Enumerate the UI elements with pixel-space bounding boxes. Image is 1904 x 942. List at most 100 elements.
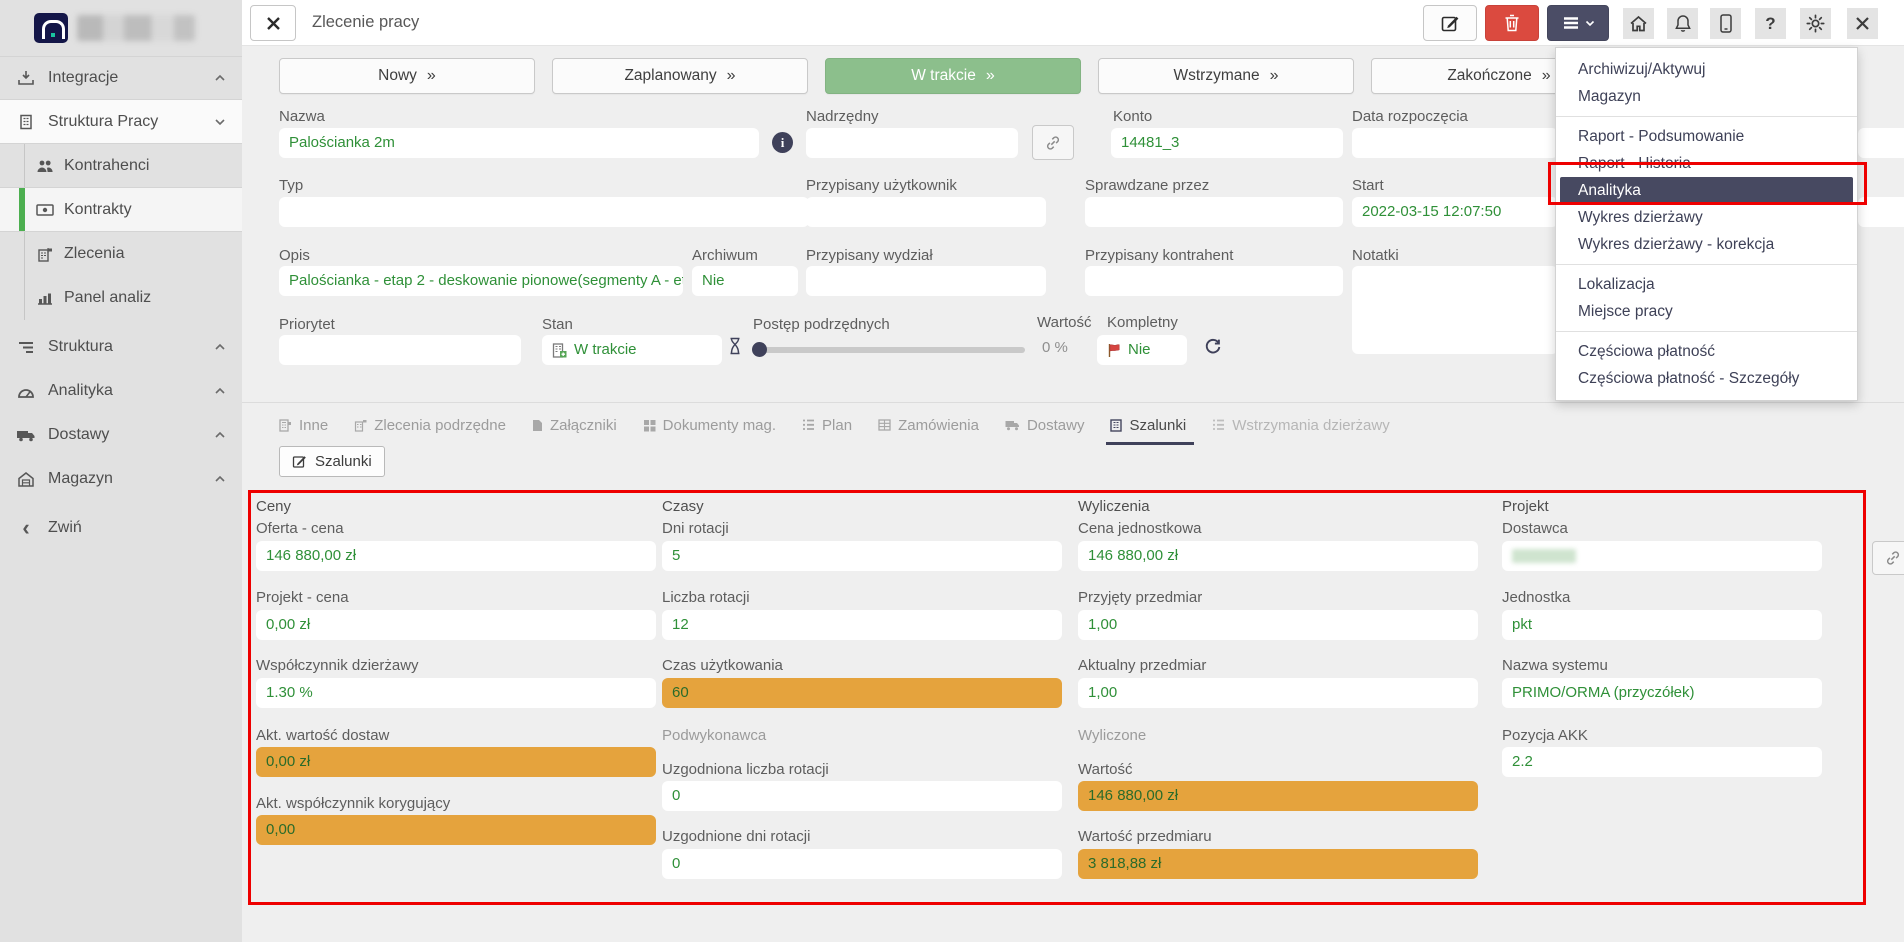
field-przyjety-przedmiar[interactable]: 1,00 [1078, 610, 1478, 640]
link-supplier-button[interactable] [1872, 541, 1904, 575]
field-uzgodnione-dni-rotacji[interactable]: 0 [662, 849, 1062, 879]
menu-item-miejsce-pracy[interactable]: Miejsce pracy [1578, 303, 1673, 320]
field-liczba-rotacji[interactable]: 12 [662, 610, 1062, 640]
field-label-aktualny-przedmiar: Aktualny przedmiar [1078, 657, 1207, 674]
sidebar-item-struktura-pracy[interactable]: Struktura Pracy [0, 100, 242, 144]
field-label-nadrzedny: Nadrzędny [806, 108, 879, 125]
field-start[interactable]: 2022-03-15 12:07:50 [1352, 197, 1558, 227]
szalunki-edit-button[interactable]: Szalunki [279, 446, 385, 477]
field-konto[interactable]: 14481_3 [1111, 128, 1343, 158]
close-record-button[interactable] [250, 5, 296, 41]
field-aktualny-przedmiar[interactable]: 1,00 [1078, 678, 1478, 708]
panels-icon [1110, 418, 1123, 432]
sidebar-item-analityka[interactable]: Analityka [0, 369, 242, 413]
menu-item-czesciowa-platnosc-szczegoly[interactable]: Częściowa płatność - Szczegóły [1578, 370, 1800, 387]
list-icon [802, 419, 815, 431]
hamburger-icon [1562, 16, 1580, 30]
tab-zalaczniki[interactable]: Załączniki [532, 412, 617, 438]
tab-label: Wstrzymania dzierżawy [1232, 416, 1390, 434]
field-label-notatki: Notatki [1352, 247, 1399, 264]
field-kompletny[interactable]: Nie [1097, 335, 1187, 365]
menu-item-wykres-dzierzawy[interactable]: Wykres dzierżawy [1578, 209, 1703, 226]
field-akt-wspolczynnik-korygujacy[interactable]: 0,00 [256, 815, 656, 845]
mobile-button[interactable] [1710, 8, 1741, 39]
field-nazwa-systemu[interactable]: PRIMO/ORMA (przyczółek) [1502, 678, 1822, 708]
menu-item-raport-podsumowanie[interactable]: Raport - Podsumowanie [1578, 128, 1745, 145]
close-app-button[interactable] [1847, 8, 1878, 39]
menu-item-czesciowa-platnosc[interactable]: Częściowa płatność [1578, 343, 1715, 360]
sidebar-item-kontrakty[interactable]: Kontrakty [0, 188, 242, 232]
info-icon[interactable]: i [772, 132, 793, 153]
building-status-icon [552, 342, 567, 358]
field-notatki[interactable] [1352, 266, 1558, 354]
field-dni-rotacji[interactable]: 5 [662, 541, 1062, 571]
field-pozycja-akk[interactable]: 2.2 [1502, 747, 1822, 777]
field-nadrzedny[interactable] [806, 128, 1018, 158]
delete-button[interactable] [1485, 5, 1539, 41]
status-button-wstrzymane[interactable]: Wstrzymane » [1098, 58, 1354, 94]
status-button-nowy[interactable]: Nowy » [279, 58, 535, 94]
field-cena-jednostkowa[interactable]: 146 880,00 zł [1078, 541, 1478, 571]
tab-szalunki[interactable]: Szalunki [1106, 412, 1194, 445]
field-jednostka[interactable]: pkt [1502, 610, 1822, 640]
home-button[interactable] [1623, 8, 1654, 39]
sidebar-item-kontrahenci[interactable]: Kontrahenci [0, 144, 242, 188]
field-przypisany-kontrahent[interactable] [1085, 266, 1343, 296]
sidebar-item-panel-analiz[interactable]: Panel analiz [0, 276, 242, 320]
field-uzgodniona-liczba-rotacji[interactable]: 0 [662, 781, 1062, 811]
field-wartosc-panel[interactable]: 146 880,00 zł [1078, 781, 1478, 811]
field-label-opis: Opis [279, 247, 310, 264]
help-button[interactable]: ? [1755, 8, 1786, 39]
field-stan[interactable]: W trakcie [542, 335, 722, 365]
tab-plan[interactable]: Plan [802, 412, 852, 438]
field-data-rozpoczecia[interactable] [1352, 128, 1558, 158]
field-opis[interactable]: Palościanka - etap 2 - deskowanie pionow… [279, 266, 683, 296]
menu-item-archiwizuj-aktywuj[interactable]: Archiwizuj/Aktywuj [1578, 61, 1706, 78]
field-wartosc-przedmiaru[interactable]: 3 818,88 zł [1078, 849, 1478, 879]
field-czas-uzytkowania[interactable]: 60 [662, 678, 1062, 708]
edit-button[interactable] [1423, 5, 1477, 41]
field-oferta-cena[interactable]: 146 880,00 zł [256, 541, 656, 571]
refresh-button[interactable] [1204, 338, 1222, 356]
tab-zlecenia-podrzedne[interactable]: Zlecenia podrzędne [354, 412, 506, 438]
sidebar-collapse-button[interactable]: ‹ Zwiń [0, 506, 242, 550]
menu-item-raport-historia[interactable]: Raport - Historia [1578, 155, 1691, 172]
field-akt-wartosc-dostaw[interactable]: 0,00 zł [256, 747, 656, 777]
field-archiwum[interactable]: Nie [692, 266, 798, 296]
tab-zamowienia[interactable]: Zamówienia [878, 412, 979, 438]
actions-menu-button[interactable] [1547, 5, 1609, 41]
field-priorytet[interactable] [279, 335, 521, 365]
status-button-w-trakcie[interactable]: W trakcie » [825, 58, 1081, 94]
field-wspolczynnik-dzierzawy[interactable]: 1.30 % [256, 678, 656, 708]
tab-dostawy[interactable]: Dostawy [1005, 412, 1084, 438]
menu-item-lokalizacja[interactable]: Lokalizacja [1578, 276, 1655, 293]
tab-inne[interactable]: Inne [279, 412, 328, 438]
field-projekt-cena[interactable]: 0,00 zł [256, 610, 656, 640]
sidebar-item-magazyn[interactable]: Magazyn [0, 457, 242, 501]
field-sprawdzane-przez[interactable] [1085, 197, 1343, 227]
slider-knob[interactable] [752, 342, 767, 357]
sidebar-item-zlecenia[interactable]: Zlecenia [0, 232, 242, 276]
menu-item-wykres-dzierzawy-korekcja[interactable]: Wykres dzierżawy - korekcja [1578, 236, 1775, 253]
sidebar-item-dostawy[interactable]: Dostawy [0, 413, 242, 457]
tab-wstrzymania-dzierzawy[interactable]: Wstrzymania dzierżawy [1212, 412, 1390, 438]
field-label-wartosc-panel: Wartość [1078, 761, 1133, 778]
field-przypisany-wydzial[interactable] [806, 266, 1046, 296]
field-nazwa[interactable]: Palościanka 2m [279, 128, 759, 158]
field-typ[interactable] [279, 197, 809, 227]
progress-slider[interactable] [752, 342, 1025, 357]
sidebar-item-label: Kontrahenci [64, 156, 150, 174]
status-button-zaplanowany[interactable]: Zaplanowany » [552, 58, 808, 94]
sidebar-item-label: Zlecenia [64, 245, 125, 262]
field-przypisany-uzytkownik[interactable] [806, 197, 1046, 227]
link-account-button[interactable] [1032, 125, 1074, 160]
sidebar-item-integracje[interactable]: Integracje [0, 56, 242, 100]
settings-button[interactable] [1800, 8, 1831, 39]
menu-item-magazyn[interactable]: Magazyn [1578, 88, 1641, 105]
sidebar-item-struktura[interactable]: Struktura [0, 325, 242, 369]
field-dostawca[interactable] [1502, 541, 1822, 571]
notifications-button[interactable] [1667, 8, 1698, 39]
tab-dokumenty-mag[interactable]: Dokumenty mag. [643, 412, 776, 438]
chevron-up-icon [214, 74, 226, 82]
menu-item-analityka[interactable]: Analityka [1560, 177, 1853, 204]
